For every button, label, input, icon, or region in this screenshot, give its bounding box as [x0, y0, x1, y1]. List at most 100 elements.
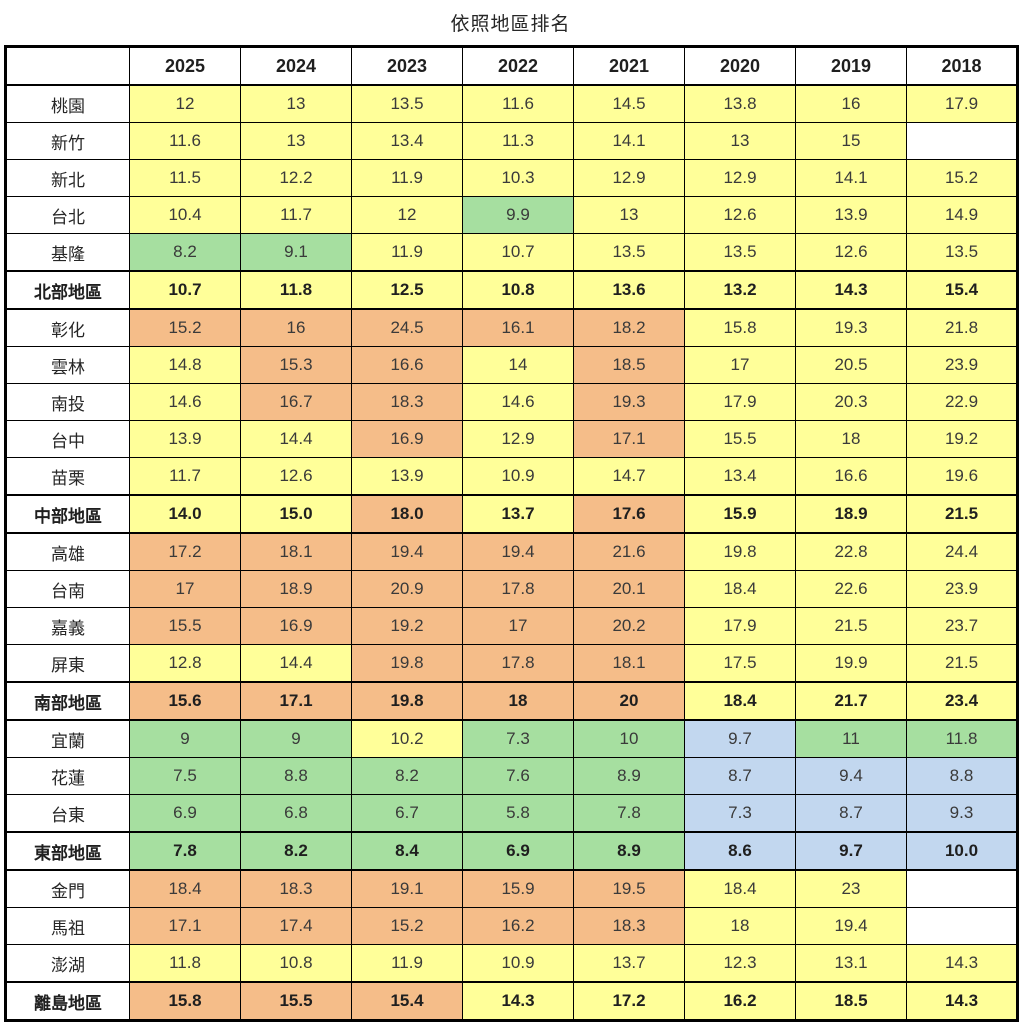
table-row: 宜蘭 9 9 10.2 7.3 10 9.7 11 11.8 — [5, 719, 1018, 758]
cell: 13.2 — [684, 270, 796, 310]
cell: 10.8 — [240, 944, 352, 983]
cell: 23.9 — [906, 570, 1018, 608]
cell: 19.6 — [906, 457, 1018, 496]
cell: 15.2 — [906, 159, 1018, 197]
page-title: 依照地區排名 — [450, 14, 571, 35]
row-label: 台南 — [5, 570, 130, 608]
cell: 19.8 — [351, 644, 463, 683]
table-row: 台東 6.9 6.8 6.7 5.8 7.8 7.3 8.7 9.3 — [5, 794, 1018, 833]
cell: 11.8 — [129, 944, 241, 983]
cell: 16.7 — [240, 383, 352, 421]
cell: 17.1 — [573, 420, 685, 458]
cell: 19.4 — [795, 907, 907, 945]
cell: 18.4 — [684, 570, 796, 608]
cell: 16.2 — [684, 981, 796, 1022]
table-row: 花蓮 7.5 8.8 8.2 7.6 8.9 8.7 9.4 8.8 — [5, 757, 1018, 795]
year-header-2021: 2021 — [573, 46, 685, 86]
corner-header-cell — [5, 46, 130, 86]
cell: 7.8 — [573, 794, 685, 833]
table-row: 台中 13.9 14.4 16.9 12.9 17.1 15.5 18 19.2 — [5, 420, 1018, 458]
cell: 17.4 — [240, 907, 352, 945]
cell: 23 — [795, 869, 907, 908]
table-row: 馬祖 17.1 17.4 15.2 16.2 18.3 18 19.4 — [5, 907, 1018, 945]
summary-row: 離島地區 15.8 15.5 15.4 14.3 17.2 16.2 18.5 14.3 — [5, 981, 1018, 1022]
cell: 20.9 — [351, 570, 463, 608]
cell: 12.8 — [129, 644, 241, 683]
cell — [906, 122, 1018, 160]
cell: 17.9 — [906, 84, 1018, 123]
cell: 9.3 — [906, 794, 1018, 833]
cell: 20.5 — [795, 346, 907, 384]
cell: 16.1 — [462, 308, 574, 347]
table-row: 澎湖 11.8 10.8 11.9 10.9 13.7 12.3 13.1 14.3 — [5, 944, 1018, 983]
table-row: 新竹 11.6 13 13.4 11.3 14.1 13 15 — [5, 122, 1018, 160]
cell: 8.7 — [795, 794, 907, 833]
cell: 5.8 — [462, 794, 574, 833]
table-row: 基隆 8.2 9.1 11.9 10.7 13.5 13.5 12.6 13.5 — [5, 233, 1018, 272]
cell: 14.3 — [795, 270, 907, 310]
row-label: 東部地區 — [5, 831, 130, 871]
cell: 15.8 — [684, 308, 796, 347]
cell: 13 — [684, 122, 796, 160]
cell: 16.6 — [351, 346, 463, 384]
cell: 20.3 — [795, 383, 907, 421]
cell: 13.1 — [795, 944, 907, 983]
cell: 13 — [240, 122, 352, 160]
cell: 12.2 — [240, 159, 352, 197]
cell: 18.9 — [795, 494, 907, 534]
cell: 10 — [573, 719, 685, 758]
cell: 14.9 — [906, 196, 1018, 234]
cell: 19.2 — [351, 607, 463, 645]
cell: 10.7 — [129, 270, 241, 310]
cell: 9 — [240, 719, 352, 758]
cell: 17.1 — [240, 681, 352, 721]
cell: 8.8 — [240, 757, 352, 795]
cell: 19.4 — [462, 532, 574, 571]
cell: 14.3 — [906, 944, 1018, 983]
year-header-2020: 2020 — [684, 46, 796, 86]
table-body: 桃園 12 13 13.5 11.6 14.5 13.8 16 17.9 新竹 11.6 13 13.4… — [5, 84, 1018, 1022]
cell: 13.9 — [351, 457, 463, 496]
cell: 13.5 — [684, 233, 796, 272]
cell: 24.4 — [906, 532, 1018, 571]
cell: 20 — [573, 681, 685, 721]
row-label: 嘉義 — [5, 607, 130, 645]
cell: 21.7 — [795, 681, 907, 721]
cell: 6.9 — [129, 794, 241, 833]
cell: 18.1 — [573, 644, 685, 683]
cell: 11.9 — [351, 944, 463, 983]
cell: 13.9 — [129, 420, 241, 458]
row-label: 南部地區 — [5, 681, 130, 721]
cell: 17.1 — [129, 907, 241, 945]
cell: 12.6 — [795, 233, 907, 272]
cell: 17.6 — [573, 494, 685, 534]
cell: 17.2 — [129, 532, 241, 571]
cell: 13.7 — [573, 944, 685, 983]
cell: 15.4 — [906, 270, 1018, 310]
cell: 24.5 — [351, 308, 463, 347]
row-label: 花蓮 — [5, 757, 130, 795]
cell: 13.7 — [462, 494, 574, 534]
cell: 9.9 — [462, 196, 574, 234]
cell: 17.2 — [573, 981, 685, 1022]
table-row: 桃園 12 13 13.5 11.6 14.5 13.8 16 17.9 — [5, 84, 1018, 123]
cell: 12.5 — [351, 270, 463, 310]
cell: 7.3 — [684, 794, 796, 833]
table-row: 苗栗 11.7 12.6 13.9 10.9 14.7 13.4 16.6 19.6 — [5, 457, 1018, 496]
cell: 11.9 — [351, 159, 463, 197]
cell: 18.3 — [240, 869, 352, 908]
cell: 13.9 — [795, 196, 907, 234]
cell: 12 — [351, 196, 463, 234]
year-header-2018: 2018 — [906, 46, 1018, 86]
cell: 13.5 — [906, 233, 1018, 272]
cell: 17.9 — [684, 607, 796, 645]
cell: 21.6 — [573, 532, 685, 571]
cell: 9.7 — [795, 831, 907, 871]
summary-row: 北部地區 10.7 11.8 12.5 10.8 13.6 13.2 14.3 15.4 — [5, 270, 1018, 310]
cell: 22.9 — [906, 383, 1018, 421]
cell: 7.6 — [462, 757, 574, 795]
cell: 12.9 — [573, 159, 685, 197]
row-label: 台北 — [5, 196, 130, 234]
cell: 20.1 — [573, 570, 685, 608]
cell: 16 — [795, 84, 907, 123]
